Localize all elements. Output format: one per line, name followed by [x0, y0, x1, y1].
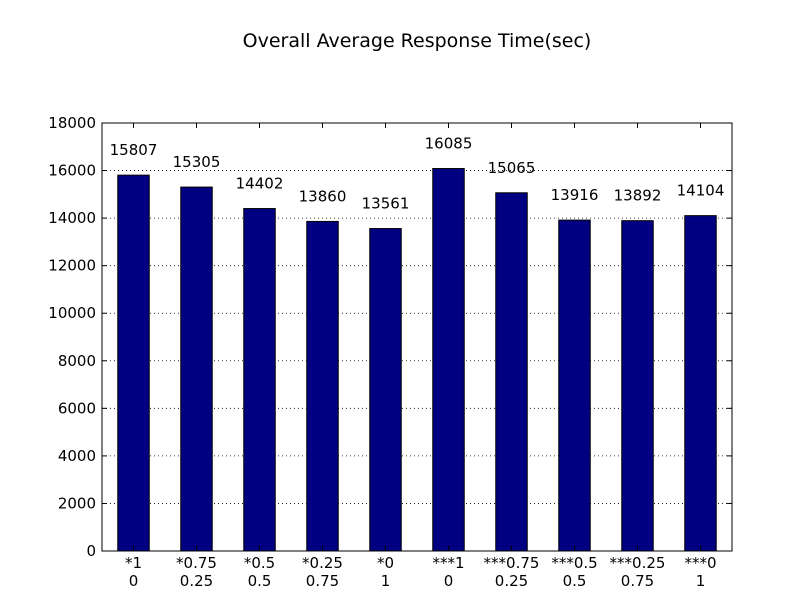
x-tick-label: 0.25: [495, 572, 528, 590]
x-tick-label: 0: [129, 572, 139, 590]
x-tick-label: 0.5: [563, 572, 587, 590]
bar: [117, 174, 150, 552]
y-tick-label: 6000: [58, 399, 96, 417]
bar: [621, 220, 654, 552]
y-tick-label: 4000: [58, 447, 96, 465]
x-tick-label: 0.75: [306, 572, 339, 590]
bar: [495, 192, 528, 552]
y-tick-label: 8000: [58, 352, 96, 370]
x-tick-label: *0.75: [176, 554, 217, 572]
bar: [180, 186, 213, 552]
x-tick-label: 0.25: [180, 572, 213, 590]
bars: [117, 168, 717, 552]
x-tick-label: *0: [377, 554, 394, 572]
data-label: 13892: [614, 187, 662, 205]
x-tick-label: ***0: [684, 554, 716, 572]
y-tick-label: 12000: [48, 257, 96, 275]
bar: [684, 215, 717, 552]
bar: [369, 228, 402, 552]
x-tick-label: 0.75: [621, 572, 654, 590]
x-tick-label: ***0.5: [551, 554, 597, 572]
data-label: 13561: [362, 195, 410, 213]
data-labels: 15807 15305 14402 13860 13561 16085 15065 13916…: [110, 135, 725, 213]
data-label: 15065: [488, 159, 536, 177]
x-tick-label: ***0.75: [484, 554, 540, 572]
x-tick-label: *0.25: [302, 554, 343, 572]
data-label: 13860: [299, 187, 347, 205]
y-tick-label: 18000: [48, 114, 96, 132]
data-label: 15807: [110, 141, 158, 159]
bar: [432, 168, 465, 552]
x-tick-label: 0: [444, 572, 454, 590]
x-tick-label: 0.5: [248, 572, 272, 590]
data-label: 14104: [677, 182, 725, 200]
data-label: 15305: [173, 153, 221, 171]
bar: [306, 220, 339, 552]
x-tick-label: *0.5: [244, 554, 275, 572]
y-tick-label: 14000: [48, 209, 96, 227]
x-tick-label: *1: [125, 554, 142, 572]
data-label: 14402: [236, 175, 284, 193]
chart-title: Overall Average Response Time(sec): [243, 30, 592, 52]
axes-frame: [101, 122, 733, 552]
x-tick-label: ***1: [432, 554, 464, 572]
x-tick-label: ***0.25: [610, 554, 666, 572]
data-label: 16085: [425, 135, 473, 153]
data-label: 13916: [551, 186, 599, 204]
bar: [243, 208, 276, 552]
x-tick-label: 1: [381, 572, 391, 590]
y-tick-label: 16000: [48, 162, 96, 180]
x-tick-label: 1: [696, 572, 706, 590]
axes: 0 2000 4000 6000 8000 10000 12000 14000 16000 180…: [48, 114, 733, 590]
y-tick-label: 2000: [58, 494, 96, 512]
y-tick-label: 10000: [48, 304, 96, 322]
bar: [558, 219, 591, 552]
y-tick-label: 0: [86, 542, 96, 560]
